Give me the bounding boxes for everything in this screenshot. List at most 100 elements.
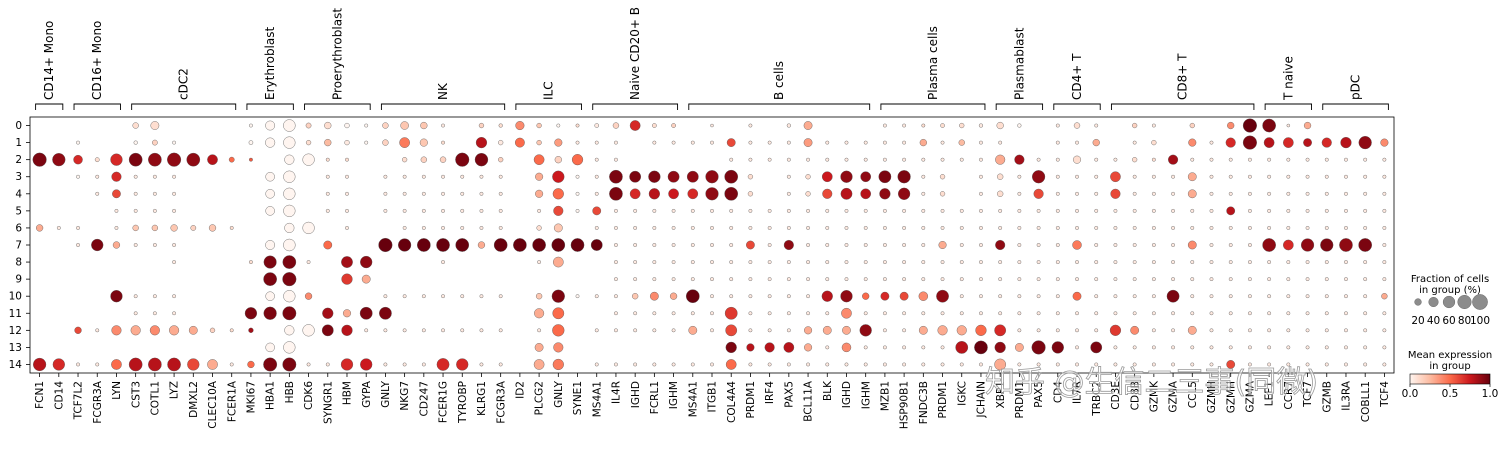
dot-3-tcf4 bbox=[1382, 174, 1387, 179]
x-tick-label: FNDC3B bbox=[918, 381, 930, 424]
dot-9-ccr7 bbox=[1286, 277, 1291, 282]
dot-4-cd3e bbox=[1110, 188, 1121, 199]
dot-12-cd8b bbox=[1130, 325, 1140, 335]
dot-11-ighm bbox=[671, 311, 676, 316]
dot-4-itgb1 bbox=[705, 187, 719, 201]
x-tick-label: CCL5 bbox=[1187, 381, 1199, 408]
dot-0-gypa bbox=[364, 123, 369, 128]
dot-10-igkc bbox=[959, 294, 964, 299]
dot-7-hbb bbox=[283, 238, 296, 252]
x-tick-label: LEF1 bbox=[1264, 381, 1276, 406]
group-label: Proerythroblast bbox=[330, 8, 344, 100]
dot-12-gnly bbox=[552, 324, 565, 337]
dot-4-pax5 bbox=[786, 191, 791, 196]
dot-5-prdm1 bbox=[748, 208, 753, 213]
dot-13-plcg2 bbox=[534, 343, 544, 352]
group-label: Erythroblast bbox=[263, 27, 277, 100]
dot-3-gzmh bbox=[1228, 174, 1233, 179]
dot-7-ighm bbox=[863, 243, 868, 247]
x-tick-label: ID2 bbox=[514, 381, 526, 399]
dot-10-gzmb bbox=[1324, 294, 1329, 299]
dot-5-syngr1 bbox=[325, 208, 330, 213]
dot-13-gzmh bbox=[1228, 345, 1233, 350]
x-tick-label: PRDM1 bbox=[1014, 381, 1026, 418]
dot-12-syngr1 bbox=[321, 324, 334, 337]
dot-6-cdk6 bbox=[302, 221, 315, 235]
dot-5-lef1 bbox=[1267, 208, 1272, 213]
dot-6-dmxl2 bbox=[190, 225, 197, 231]
dot-11-gzmk bbox=[1151, 311, 1156, 316]
dot-4-jchain bbox=[979, 191, 983, 196]
group-bracket bbox=[880, 103, 986, 110]
dot-8-hbb bbox=[282, 255, 297, 269]
dot-13-mzb1 bbox=[883, 345, 887, 350]
dot-5-cst3 bbox=[133, 208, 138, 213]
dot-11-ighd bbox=[841, 307, 852, 319]
group-label: B cells bbox=[772, 61, 786, 100]
dot-9-pax5 bbox=[786, 277, 791, 282]
size-legend-label: 60 bbox=[1442, 315, 1455, 327]
dot-1-cdk6 bbox=[305, 140, 312, 146]
dot-2-mzb1 bbox=[883, 157, 887, 162]
dot-2-tcf7l2 bbox=[73, 154, 83, 165]
dot-11-cd8b bbox=[1132, 311, 1137, 316]
dot-12-prdm1 bbox=[748, 328, 753, 333]
dot-1-hbm bbox=[344, 140, 350, 146]
dot-12-plcg2 bbox=[537, 328, 541, 333]
dot-1-plcg2 bbox=[536, 140, 542, 146]
group-label: CD8+ T bbox=[1176, 53, 1190, 100]
dot-10-cobll1 bbox=[1363, 294, 1368, 299]
size-legend-label: 100 bbox=[1470, 315, 1490, 327]
dot-6-ccr7 bbox=[1286, 226, 1291, 230]
dot-0-il4r bbox=[612, 122, 620, 129]
dot-1-gzmh bbox=[1225, 137, 1236, 148]
group-label: Plasmablast bbox=[1012, 27, 1026, 100]
dot-9-hbb bbox=[282, 272, 297, 287]
dot-8-trbc2 bbox=[1094, 260, 1099, 264]
dot-3-jchain bbox=[979, 174, 983, 179]
dot-2-ighd bbox=[844, 157, 849, 162]
dot-14-cd247 bbox=[421, 362, 426, 367]
dot-3-gnly bbox=[552, 170, 565, 183]
group-label: CD16+ Mono bbox=[90, 21, 104, 100]
dot-10-il3ra bbox=[1344, 294, 1348, 299]
dot-0-gzmh bbox=[1227, 121, 1235, 130]
dot-12-fcgr3a bbox=[498, 328, 503, 333]
size-legend-dot bbox=[1442, 295, 1456, 309]
dot-1-igkc bbox=[958, 139, 965, 146]
x-tick-label: GZMH bbox=[1206, 381, 1218, 413]
dot-10-ms4a1 bbox=[594, 294, 599, 299]
dot-14-fcgr3a bbox=[498, 362, 503, 367]
dot-6-itgb1 bbox=[710, 226, 714, 230]
dot-3-lyn bbox=[111, 171, 122, 182]
dot-3-tcf7l2 bbox=[76, 174, 80, 179]
x-tick-label: HBB bbox=[284, 381, 296, 403]
color-legend: Mean expression in group 0.0 0.5 1.0 bbox=[1402, 350, 1499, 400]
dot-7-gzmh bbox=[1228, 243, 1233, 247]
dot-7-lyn bbox=[112, 241, 121, 249]
size-legend-dot bbox=[1472, 294, 1488, 310]
dot-4-prdm1 bbox=[747, 191, 754, 197]
dot-9-ccl5 bbox=[1190, 277, 1195, 282]
dot-11-bcl11a bbox=[806, 311, 810, 316]
dot-7-jchain bbox=[979, 243, 983, 247]
dot-7-syngr1 bbox=[323, 240, 333, 250]
dot-10-plcg2 bbox=[535, 293, 543, 300]
x-tick-label: TCF7L2 bbox=[73, 381, 85, 420]
dot-9-gzma bbox=[1171, 277, 1175, 282]
dot-10-ighd bbox=[632, 293, 639, 300]
dot-14-tcf7 bbox=[1305, 362, 1310, 367]
x-tick-label: FCN1 bbox=[34, 381, 46, 409]
group-label: NK bbox=[436, 82, 450, 100]
dot-0-bcl11a bbox=[803, 121, 813, 130]
dot-7-il3ra bbox=[1339, 238, 1353, 252]
dot-2-fcer1a bbox=[228, 156, 235, 163]
dot-4-tcf7 bbox=[1305, 191, 1310, 196]
dot-1-gzmk bbox=[1151, 140, 1157, 146]
dot-3-klrg1 bbox=[479, 174, 484, 179]
dot-0-il7r bbox=[1073, 122, 1081, 129]
dot-2-gnly bbox=[554, 156, 562, 164]
dot-11-hba1 bbox=[263, 306, 277, 320]
dot-0-prdm1 bbox=[940, 123, 945, 128]
dot-12-trbc2 bbox=[1094, 328, 1099, 333]
